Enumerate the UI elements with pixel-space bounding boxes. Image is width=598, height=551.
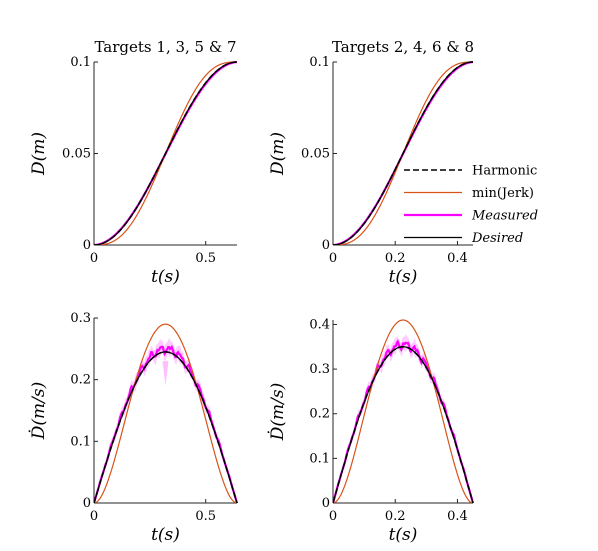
panel-bottom-left: 0 0.5 0 0.1 0.2 0.3 t(s) Ḋ(m/s) (28, 311, 239, 545)
series-desired (333, 346, 474, 503)
series-measured-band (333, 334, 473, 503)
series-min-jerk (333, 319, 474, 503)
y-tick-label: 0 (83, 496, 91, 511)
x-axis-label: t(s) (151, 267, 180, 287)
x-tick-label: 0 (329, 251, 337, 266)
panel-title: Targets 2, 4, 6 & 8 (332, 38, 474, 56)
x-axis-label: t(s) (389, 267, 418, 287)
series-measured-band-dip (162, 361, 169, 386)
y-tick-label: 0.05 (62, 147, 91, 162)
y-tick-label: 0.2 (70, 373, 91, 388)
panel-title: Targets 1, 3, 5 & 7 (94, 38, 236, 56)
x-tick-label: 0 (90, 251, 98, 266)
series-harmonic (94, 61, 238, 245)
x-tick-label: 0.2 (385, 251, 406, 266)
y-tick-label: 0.3 (70, 311, 91, 326)
series-min-jerk (94, 323, 238, 503)
legend-label: Measured (471, 209, 538, 224)
legend-label: Desired (471, 231, 523, 246)
y-tick-label: 0.1 (70, 434, 91, 449)
legend-label: Harmonic (472, 164, 537, 179)
y-tick-label: 0.1 (70, 55, 91, 70)
legend: Harmonic min(Jerk) Measured Desired (404, 164, 538, 246)
y-tick-label: 0.05 (301, 147, 330, 162)
y-tick-label: 0.4 (309, 317, 330, 332)
x-axis-label: t(s) (151, 525, 180, 545)
y-axis-label: D(m) (268, 132, 288, 176)
series-harmonic (94, 351, 238, 503)
y-tick-label: 0 (322, 238, 330, 253)
panel-bottom-right: 0 0.2 0.4 0 0.1 0.2 0.3 0.4 t(s) Ḋ(m/s) (267, 317, 475, 545)
y-axis-label: D(m) (29, 132, 49, 176)
series-harmonic (333, 61, 474, 245)
x-axis-label: t(s) (389, 525, 418, 545)
x-tick-label: 0 (329, 509, 337, 524)
series-measured (333, 339, 475, 503)
x-tick-label: 0.5 (195, 251, 216, 266)
y-axis-label: Ḋ(m/s) (267, 383, 288, 441)
series-harmonic (333, 345, 474, 503)
y-axis-label: Ḋ(m/s) (28, 382, 49, 440)
x-tick-label: 0.5 (195, 509, 216, 524)
x-tick-label: 0.4 (447, 251, 468, 266)
y-tick-label: 0 (322, 496, 330, 511)
y-tick-label: 0.1 (309, 55, 330, 70)
y-tick-label: 0.3 (309, 362, 330, 377)
x-tick-label: 0.4 (447, 509, 468, 524)
y-tick-label: 0.1 (309, 451, 330, 466)
legend-label: min(Jerk) (472, 186, 534, 201)
x-tick-label: 0.2 (385, 509, 406, 524)
y-tick-label: 0.2 (309, 407, 330, 422)
y-tick-label: 0 (83, 238, 91, 253)
x-tick-label: 0 (90, 509, 98, 524)
